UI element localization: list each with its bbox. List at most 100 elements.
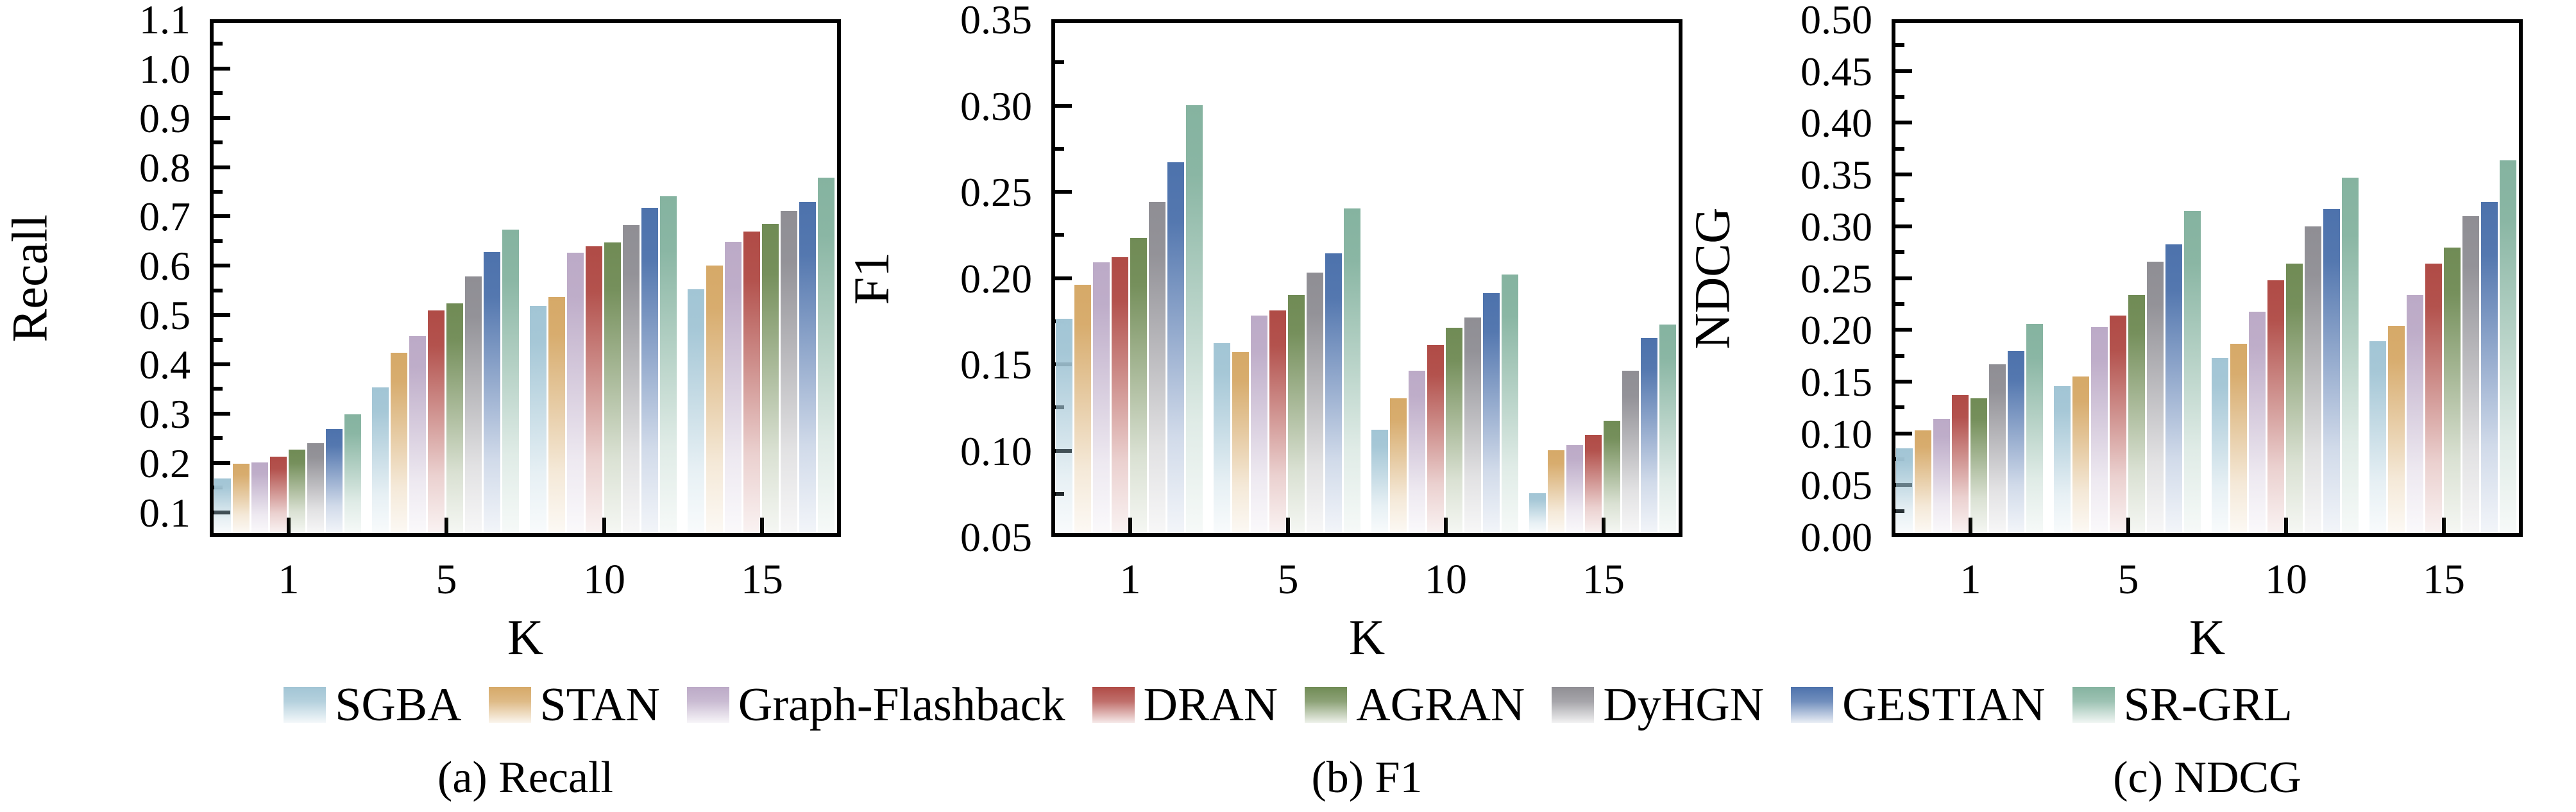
bar-graph-flashback-k5 — [2091, 326, 2108, 533]
bar-sgba-k15 — [2369, 341, 2386, 533]
bar-agran-k1 — [1130, 238, 1147, 533]
y-tick-label: 0.45 — [1801, 48, 1872, 94]
bar-dran-k1 — [1952, 395, 1969, 533]
y-tick-label: 0.5 — [139, 292, 191, 339]
y-minor-tick — [214, 288, 223, 292]
legend-label: Graph-Flashback — [738, 679, 1065, 731]
bar-stan-k5 — [391, 353, 407, 533]
legend-swatch-dran — [1092, 687, 1135, 723]
bar-agran-k15 — [1604, 421, 1620, 533]
y-tick-label: 0.20 — [1801, 307, 1872, 353]
y-major-tick — [214, 411, 230, 416]
y-tick-label: 0.8 — [139, 144, 191, 190]
y-tick-label: 0.20 — [960, 255, 1032, 301]
bar-sr-grl-k10 — [660, 196, 677, 533]
bar-dyhgn-k5 — [1307, 272, 1323, 533]
bar-graph-flashback-k1 — [1933, 419, 1950, 533]
y-tick-label: 0.40 — [1801, 100, 1872, 146]
bar-gestian-k10 — [2323, 208, 2340, 533]
legend: SGBA STAN Graph-Flashback DRAN AGRAN DyHGN GES… — [0, 681, 2576, 729]
legend-label: GESTIAN — [1842, 679, 2046, 731]
bar-sgba-k1 — [1056, 319, 1072, 533]
bar-sr-grl-k15 — [2500, 160, 2516, 533]
y-major-tick — [1895, 69, 1912, 73]
x-tick-label: 1 — [1119, 556, 1141, 603]
bar-sgba-k10 — [2212, 358, 2228, 533]
y-major-tick — [214, 66, 230, 71]
bar-dyhgn-k5 — [465, 276, 482, 533]
bar-dran-k10 — [586, 246, 602, 533]
plot-box — [1051, 19, 1682, 537]
y-tick-label: 0.10 — [1801, 410, 1872, 457]
bar-sgba-k15 — [688, 289, 704, 533]
bar-sr-grl-k10 — [2342, 178, 2359, 533]
legend-label: SGBA — [335, 679, 462, 731]
legend-label: STAN — [539, 679, 660, 731]
bar-dran-k1 — [270, 456, 287, 533]
bar-sgba-k5 — [372, 387, 389, 533]
y-major-tick — [214, 115, 230, 120]
bar-sgba-k10 — [530, 306, 547, 533]
bar-sr-grl-k10 — [1502, 274, 1518, 533]
y-tick-label: 0.1 — [139, 489, 191, 536]
bar-graph-flashback-k15 — [725, 241, 741, 533]
legend-item-dyhgn: DyHGN — [1552, 681, 1764, 729]
y-tick-label: 0.25 — [1801, 255, 1872, 301]
caption-f1: (b) F1 — [1311, 753, 1423, 802]
x-tick-label: 10 — [583, 556, 625, 603]
bar-graph-flashback-k15 — [2407, 294, 2423, 533]
y-tick-label: 0.25 — [960, 169, 1032, 215]
legend-swatch-sgba — [284, 687, 326, 723]
bar-graph-flashback-k5 — [409, 335, 426, 533]
bar-gestian-k1 — [1167, 162, 1184, 533]
bar-dran-k15 — [2425, 264, 2442, 533]
bar-stan-k15 — [1548, 450, 1564, 533]
legend-label: DRAN — [1143, 679, 1278, 731]
bar-sr-grl-k1 — [2026, 323, 2043, 533]
bar-dran-k5 — [1269, 310, 1286, 533]
bar-agran-k15 — [762, 224, 779, 533]
bar-dyhgn-k10 — [2305, 226, 2321, 533]
legend-swatch-agran — [1305, 687, 1348, 723]
bar-agran-k1 — [289, 450, 305, 533]
y-major-tick — [214, 264, 230, 268]
y-major-tick — [1895, 173, 1912, 177]
y-tick-label: 0.4 — [139, 342, 191, 387]
bar-agran-k1 — [1970, 398, 1987, 533]
x-tick-label: 15 — [1582, 556, 1625, 603]
bar-sr-grl-k5 — [1344, 208, 1360, 533]
y-major-tick — [214, 461, 230, 465]
legend-item-gestian: GESTIAN — [1791, 681, 2046, 729]
y-tick-label: 1.0 — [139, 46, 191, 92]
bar-gestian-k1 — [326, 428, 343, 533]
bar-dran-k15 — [743, 232, 760, 533]
bar-gestian-k15 — [1641, 338, 1657, 533]
bar-sgba-k15 — [1529, 493, 1546, 533]
y-tick-label: 0.3 — [139, 391, 191, 437]
bar-dyhgn-k10 — [623, 225, 640, 533]
y-axis-label-text: F1 — [843, 251, 899, 305]
bar-stan-k1 — [1074, 284, 1091, 533]
bar-gestian-k5 — [1325, 253, 1342, 533]
legend-swatch-dyhgn — [1552, 687, 1595, 723]
y-tick-label: 0.15 — [960, 342, 1032, 387]
bar-gestian-k15 — [799, 202, 816, 533]
y-tick-label: 1.1 — [139, 0, 191, 42]
legend-item-sr-grl: SR-GRL — [2072, 681, 2292, 729]
y-tick-label: 0.9 — [139, 95, 191, 141]
x-axis-label: K — [2189, 609, 2226, 665]
bar-sgba-k5 — [1214, 343, 1230, 533]
y-tick-label: 0.30 — [1801, 203, 1872, 250]
y-axis-label: Recall — [0, 19, 62, 537]
bar-stan-k5 — [1232, 351, 1249, 533]
y-minor-tick — [1055, 233, 1064, 237]
legend-swatch-stan — [488, 687, 531, 723]
y-minor-tick — [1055, 60, 1064, 65]
bar-stan-k10 — [2230, 343, 2247, 533]
y-tick-label: 0.05 — [1801, 462, 1872, 509]
bar-dran-k15 — [1585, 434, 1602, 533]
y-major-tick — [1895, 379, 1912, 384]
y-tick-label: 0.10 — [960, 428, 1032, 474]
bar-sr-grl-k5 — [502, 229, 519, 533]
bar-dran-k5 — [2110, 316, 2126, 533]
